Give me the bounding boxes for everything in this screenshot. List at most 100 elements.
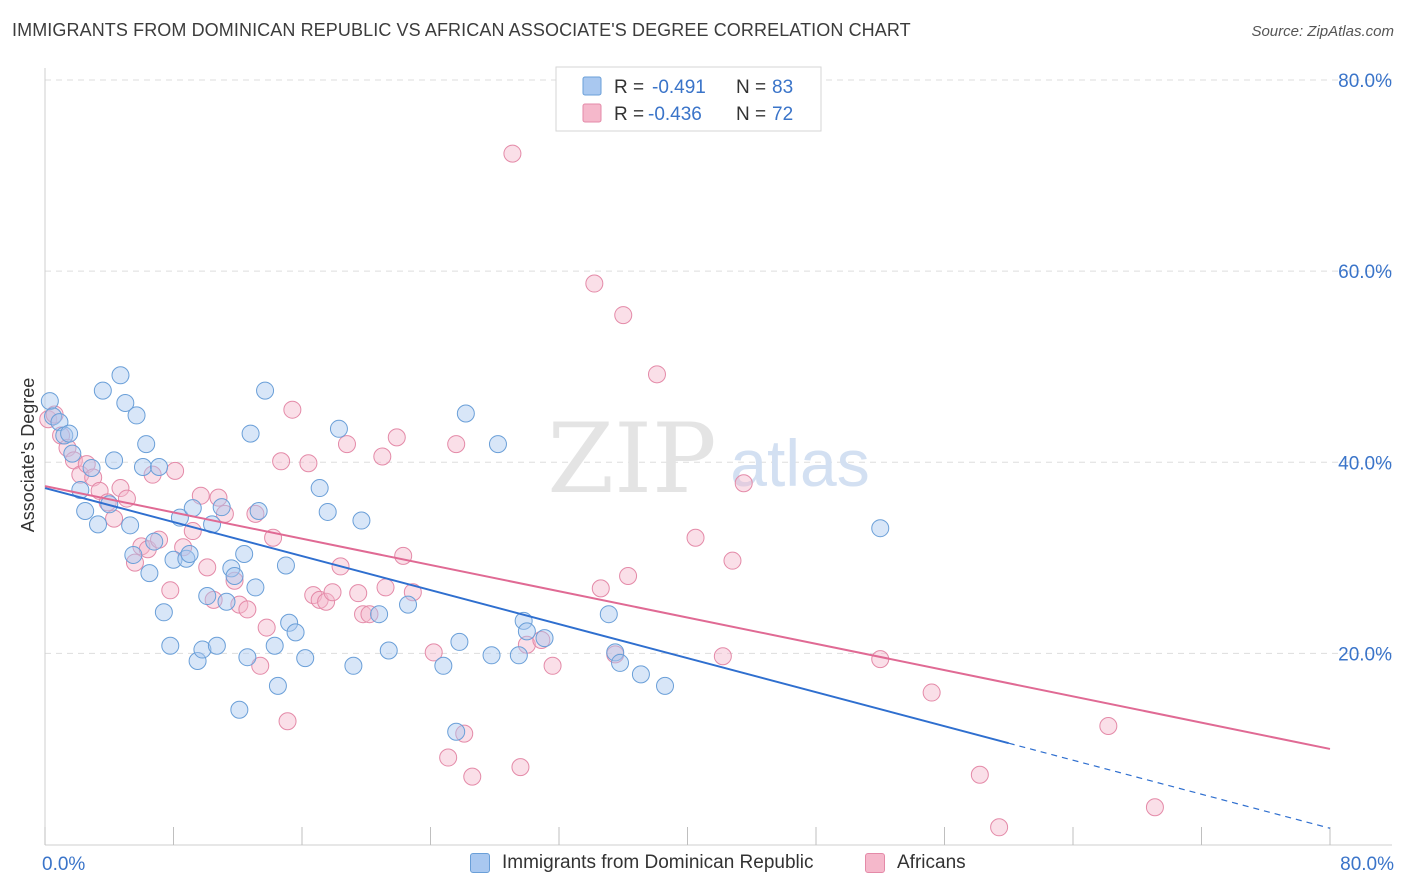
legend-r-label-2: R = — [614, 104, 644, 125]
dominican-point-10 — [93, 381, 112, 400]
africans-point-48 — [376, 578, 395, 597]
dominican-point-69 — [535, 629, 554, 648]
dominican-point-74 — [656, 676, 675, 695]
africans-point-73 — [922, 683, 941, 702]
africans-point-32 — [257, 618, 276, 637]
dominican-point-46 — [265, 636, 284, 655]
dominican-point-59 — [399, 595, 418, 614]
dominican-point-43 — [246, 578, 265, 597]
dominican-point-22 — [150, 458, 169, 477]
dominican-point-19 — [137, 435, 156, 454]
africans-point-10 — [105, 509, 124, 528]
bottom-legend-item-africans: Africans — [865, 852, 966, 874]
dominican-point-49 — [280, 613, 299, 632]
africans-point-45 — [354, 605, 373, 624]
bottom-legend-label-africans: Africans — [897, 852, 966, 873]
dominican-point-45 — [256, 381, 275, 400]
africans-point-68 — [686, 528, 705, 547]
legend-r-value-1: -0.491 — [652, 77, 706, 98]
africans-point-30 — [246, 504, 265, 523]
africans-point-58 — [511, 758, 530, 777]
dominican-point-24 — [161, 636, 180, 655]
dominican-point-44 — [249, 501, 268, 520]
africans-point-71 — [734, 474, 753, 493]
africans-point-56 — [463, 767, 482, 786]
africans-point-52 — [424, 643, 443, 662]
dominican-point-72 — [611, 653, 630, 672]
legend-swatch-pink — [582, 103, 602, 123]
dominican-point-14 — [116, 394, 135, 413]
dominican-point-63 — [456, 404, 475, 423]
dominican-point-56 — [352, 511, 371, 530]
africans-point-61 — [543, 656, 562, 675]
dominican-point-51 — [296, 649, 315, 668]
legend-r-label-1: R = — [614, 77, 644, 98]
africans-point-20 — [174, 538, 193, 557]
dominican-point-66 — [509, 646, 528, 665]
y-tick-label-1: 40.0% — [1338, 453, 1392, 474]
africans-point-16 — [143, 465, 162, 484]
dominican-point-34 — [207, 636, 226, 655]
dominican-point-65 — [488, 435, 507, 454]
africans-point-41 — [323, 583, 342, 602]
dominican-point-60 — [434, 656, 453, 675]
africans-point-25 — [209, 488, 228, 507]
dominican-point-29 — [183, 499, 202, 518]
dominican-point-39 — [230, 700, 249, 719]
bottom-legend-label-dominican: Immigrants from Dominican Republic — [502, 852, 814, 873]
x-tick-label-1: 80.0% — [1340, 854, 1394, 875]
axes — [44, 68, 1392, 846]
dominican-point-57 — [370, 605, 389, 624]
dominican-point-20 — [140, 564, 159, 583]
dominican-trend-extension — [1008, 742, 1331, 829]
dominican-point-40 — [235, 544, 254, 563]
dominican-point-21 — [145, 532, 164, 551]
dominican-point-52 — [310, 479, 329, 498]
africans-point-43 — [337, 435, 356, 454]
legend-n-label-1: N = — [736, 77, 766, 98]
dominican-point-36 — [217, 592, 236, 611]
dominican-point-50 — [286, 623, 305, 642]
dominican-point-17 — [127, 406, 146, 425]
series-dominican — [40, 366, 890, 741]
dominican-point-9 — [89, 515, 108, 534]
dominican-point-48 — [276, 556, 295, 575]
africans-point-35 — [278, 712, 297, 731]
dominican-point-42 — [241, 424, 260, 443]
dominican-point-0 — [40, 392, 59, 411]
dominican-point-68 — [517, 622, 536, 641]
africans-point-18 — [161, 581, 180, 600]
dominican-point-71 — [606, 643, 625, 662]
dominican-point-47 — [268, 676, 287, 695]
dominican-point-27 — [177, 549, 196, 568]
africans-point-67 — [647, 365, 666, 384]
dominican-point-35 — [212, 498, 231, 517]
y-axis-label: Associate's Degree — [18, 378, 38, 533]
dominican-point-23 — [154, 603, 173, 622]
y-tick-label-3: 80.0% — [1338, 71, 1392, 92]
africans-point-49 — [387, 428, 406, 447]
dominican-point-5 — [63, 444, 82, 463]
dominican-point-73 — [631, 665, 650, 684]
africans-point-69 — [713, 647, 732, 666]
legend-r-value-2: -0.436 — [648, 104, 702, 125]
africans-point-74 — [970, 765, 989, 784]
dominican-point-30 — [188, 652, 207, 671]
africans-point-37 — [299, 454, 318, 473]
dominican-point-58 — [379, 641, 398, 660]
africans-point-65 — [614, 306, 633, 325]
dominican-point-28 — [180, 544, 199, 563]
dominican-point-8 — [82, 458, 101, 477]
legend-n-value-2: 72 — [772, 104, 793, 125]
dominican-point-61 — [447, 722, 466, 741]
africans-point-23 — [198, 558, 217, 577]
series-africans — [39, 144, 1164, 837]
africans-trend-line — [44, 485, 1331, 750]
africans-point-53 — [439, 748, 458, 767]
y-tick-labels: 20.0% 40.0% 60.0% 80.0% — [1338, 71, 1392, 665]
watermark: ZIP atlas — [547, 403, 869, 515]
gridlines — [45, 79, 1392, 654]
africans-point-63 — [591, 579, 610, 598]
bottom-legend: Immigrants from Dominican Republic Afric… — [0, 852, 1406, 878]
